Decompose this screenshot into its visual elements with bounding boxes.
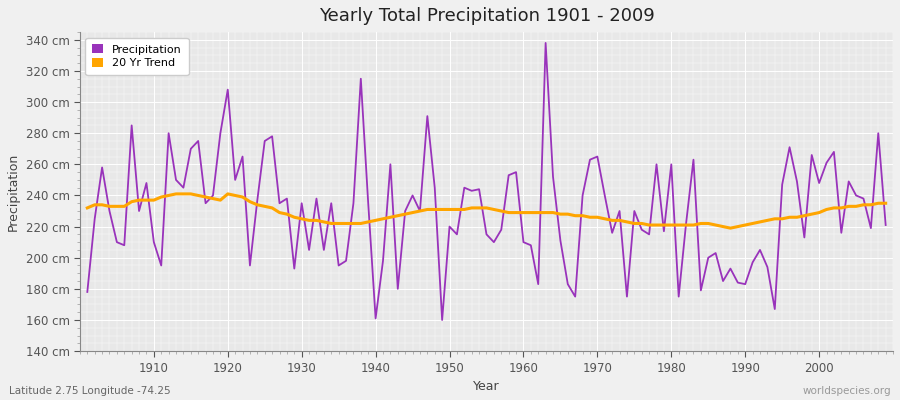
- Precipitation: [880, 223, 891, 228]
- Precipitation: [303, 248, 314, 252]
- Precipitation: [141, 181, 152, 186]
- 20 Yr Trend: [614, 218, 625, 223]
- 20 Yr Trend: [171, 192, 182, 196]
- 20 Yr Trend: [82, 206, 93, 210]
- Precipitation: [622, 294, 633, 299]
- Precipitation: [82, 290, 93, 294]
- Precipitation: [526, 243, 536, 248]
- 20 Yr Trend: [518, 210, 529, 215]
- 20 Yr Trend: [356, 221, 366, 226]
- 20 Yr Trend: [880, 201, 891, 206]
- 20 Yr Trend: [141, 198, 152, 202]
- Text: worldspecies.org: worldspecies.org: [803, 386, 891, 396]
- Line: 20 Yr Trend: 20 Yr Trend: [87, 194, 886, 228]
- Precipitation: [348, 201, 359, 206]
- Text: Latitude 2.75 Longitude -74.25: Latitude 2.75 Longitude -74.25: [9, 386, 171, 396]
- Title: Yearly Total Precipitation 1901 - 2009: Yearly Total Precipitation 1901 - 2009: [319, 7, 654, 25]
- Precipitation: [436, 318, 447, 322]
- Legend: Precipitation, 20 Yr Trend: Precipitation, 20 Yr Trend: [86, 38, 189, 75]
- X-axis label: Year: Year: [473, 380, 500, 393]
- 20 Yr Trend: [526, 210, 536, 215]
- 20 Yr Trend: [725, 226, 736, 230]
- 20 Yr Trend: [311, 218, 322, 223]
- Y-axis label: Precipitation: Precipitation: [7, 152, 20, 231]
- Line: Precipitation: Precipitation: [87, 43, 886, 320]
- Precipitation: [540, 40, 551, 45]
- Precipitation: [518, 240, 529, 244]
